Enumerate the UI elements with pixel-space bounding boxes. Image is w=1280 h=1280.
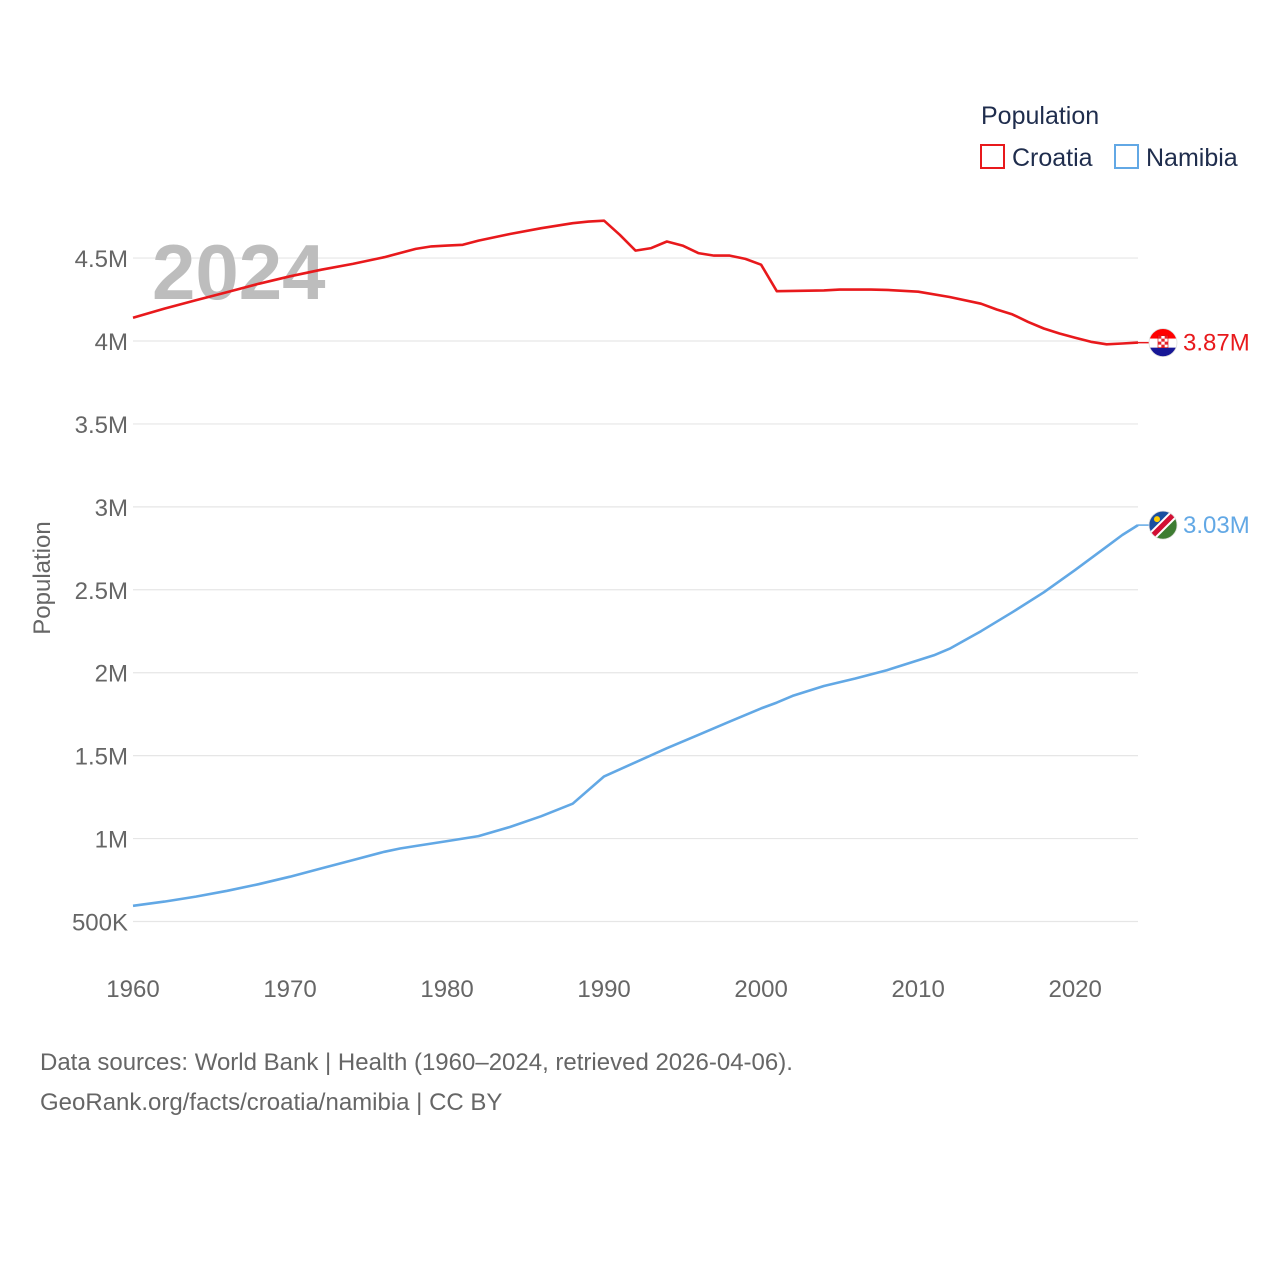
x-tick-label: 2000 — [734, 976, 787, 1003]
population-chart: 500K 1M 1.5M 2M 2.5M 3M 3.5M 4M 4.5M 1960 1970 198… — [29, 102, 1250, 1003]
legend-swatch — [1114, 144, 1139, 169]
end-value-label-croatia: 3.87M — [1183, 330, 1250, 357]
x-tick-label: 1990 — [577, 976, 630, 1003]
y-tick-label: 3M — [95, 495, 128, 522]
namibia-flag-icon — [1148, 510, 1178, 540]
attribution-link[interactable]: GeoRank.org/facts/croatia/namibia | CC B… — [40, 1089, 503, 1116]
x-tick-label: 2010 — [891, 976, 944, 1003]
x-tick-label: 1970 — [263, 976, 316, 1003]
y-tick-label: 1M — [95, 827, 128, 854]
footer: Data sources: World Bank | Health (1960–… — [40, 1043, 793, 1123]
data-sources-text: Data sources: World Bank | Health (1960–… — [40, 1049, 793, 1076]
legend-swatch — [980, 144, 1005, 169]
legend[interactable]: Population Croatia Namibia — [980, 102, 1238, 172]
legend-item-croatia[interactable]: Croatia — [980, 144, 1093, 172]
y-tick-label: 1.5M — [75, 744, 128, 771]
series-line-namibia[interactable] — [132, 524, 1139, 908]
y-axis-ticks: 500K 1M 1.5M 2M 2.5M 3M 3.5M 4M 4.5M — [72, 246, 128, 936]
y-tick-label: 4.5M — [75, 246, 128, 273]
y-tick-label: 3.5M — [75, 412, 128, 439]
x-axis-ticks: 1960 1970 1980 1990 2000 2010 2020 — [106, 976, 1102, 1003]
x-tick-label: 2020 — [1048, 976, 1101, 1003]
legend-title: Population — [981, 102, 1099, 130]
series-line-croatia[interactable] — [132, 219, 1139, 346]
series-lines — [132, 219, 1139, 908]
grid-lines — [133, 257, 1138, 923]
series-end-markers: 3.87M 3.03M — [1138, 328, 1250, 540]
x-tick-label: 1980 — [420, 976, 473, 1003]
y-tick-label: 4M — [95, 329, 128, 356]
end-value-label-namibia: 3.03M — [1183, 512, 1250, 539]
legend-label: Namibia — [1146, 144, 1238, 172]
year-watermark: 2024 — [152, 228, 326, 316]
legend-label: Croatia — [1012, 144, 1093, 172]
y-tick-label: 500K — [72, 910, 128, 937]
legend-item-namibia[interactable]: Namibia — [1114, 144, 1238, 172]
x-tick-label: 1960 — [106, 976, 159, 1003]
y-tick-label: 2M — [95, 661, 128, 688]
y-axis-title: Population — [29, 521, 56, 634]
croatia-flag-icon — [1148, 328, 1178, 358]
y-tick-label: 2.5M — [75, 578, 128, 605]
